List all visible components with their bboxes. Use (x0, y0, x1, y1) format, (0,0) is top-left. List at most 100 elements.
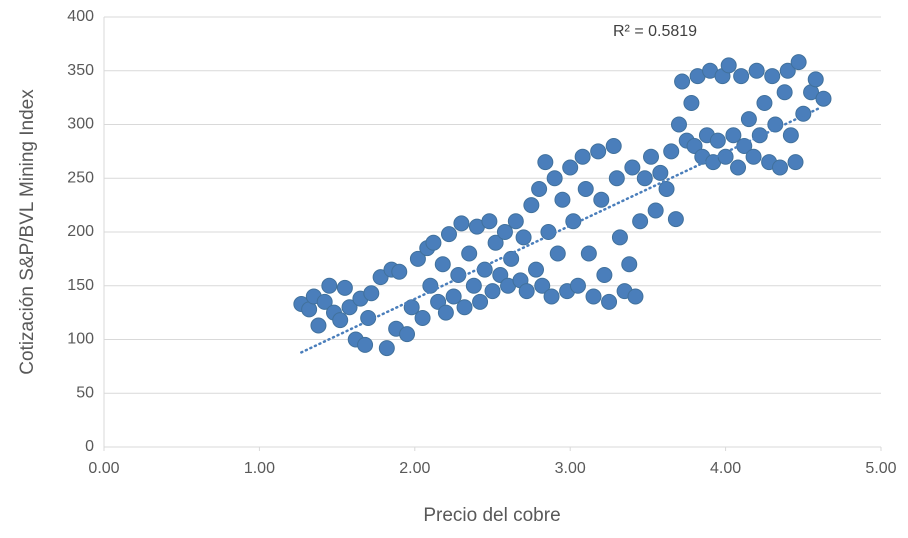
point (720, 57, 737, 74)
point (574, 148, 591, 165)
point (332, 312, 349, 329)
point (771, 159, 788, 176)
x-axis-title: Precio del cobre (423, 505, 560, 526)
point (537, 154, 554, 171)
point (756, 95, 773, 111)
point (608, 170, 625, 187)
point (523, 197, 540, 214)
point (465, 277, 482, 294)
point (611, 229, 628, 246)
point (667, 211, 684, 228)
point (585, 288, 602, 305)
point (341, 299, 358, 316)
point (764, 68, 781, 85)
point (321, 277, 338, 294)
y-tick-label: 0 (85, 438, 94, 455)
point (643, 148, 660, 165)
y-tick-label: 250 (67, 169, 94, 186)
point (549, 245, 566, 262)
y-tick-label: 400 (67, 8, 94, 25)
point (399, 326, 416, 343)
point (569, 277, 586, 294)
point (456, 299, 473, 316)
point (310, 317, 327, 334)
point (496, 224, 513, 240)
point (621, 256, 638, 273)
point (632, 213, 649, 230)
point (430, 293, 447, 310)
x-tick-label: 2.00 (399, 460, 430, 477)
point (409, 250, 426, 267)
point (627, 288, 644, 305)
point (528, 261, 545, 278)
point (492, 267, 509, 283)
point (751, 127, 768, 144)
point (437, 304, 454, 321)
point (422, 277, 439, 294)
point (740, 111, 757, 128)
point (531, 181, 548, 197)
y-tick-label: 50 (76, 384, 94, 401)
point (636, 170, 653, 187)
point (590, 143, 607, 160)
point (745, 148, 762, 165)
y-tick-label: 150 (67, 277, 94, 294)
x-tick-label: 1.00 (244, 460, 275, 477)
point (709, 132, 726, 149)
point (554, 191, 571, 208)
point (658, 181, 675, 197)
y-axis-title: Cotización S&P/BVL Mining Index (17, 89, 38, 375)
point (472, 293, 489, 310)
point (453, 215, 470, 232)
x-tick-label: 0.00 (88, 460, 119, 477)
point (779, 62, 796, 79)
point (601, 293, 618, 310)
point (725, 127, 742, 144)
point (624, 159, 641, 176)
point (580, 245, 597, 262)
y-tick-label: 350 (67, 62, 94, 79)
point (663, 143, 680, 160)
trendline (300, 107, 821, 354)
point (425, 234, 442, 251)
point (647, 202, 664, 219)
point (391, 263, 408, 280)
point (403, 299, 420, 316)
point (807, 71, 824, 88)
point (596, 267, 613, 283)
point (372, 269, 389, 286)
point (484, 283, 501, 300)
point (434, 256, 451, 273)
x-tick-label: 3.00 (555, 460, 586, 477)
point (445, 288, 462, 305)
point (481, 213, 498, 230)
point (593, 191, 610, 208)
point (543, 288, 560, 305)
y-tick-label: 200 (67, 223, 94, 240)
x-tick-label: 5.00 (865, 460, 896, 477)
point (730, 159, 747, 176)
point (357, 336, 374, 353)
point (670, 116, 687, 133)
point (787, 154, 804, 171)
point (733, 68, 750, 85)
point (534, 277, 551, 294)
point (507, 213, 524, 230)
y-tick-label: 300 (67, 116, 94, 133)
point (336, 279, 353, 296)
point (782, 127, 799, 144)
point (540, 224, 557, 240)
point (515, 229, 532, 246)
point (605, 138, 622, 154)
point (674, 73, 691, 90)
point (461, 245, 478, 262)
x-tick-label: 4.00 (710, 460, 741, 477)
point (487, 234, 504, 251)
point (378, 340, 395, 357)
point (363, 285, 380, 302)
point (683, 95, 700, 111)
point (652, 164, 669, 181)
y-tick-label: 100 (67, 331, 94, 348)
r-squared: R² = 0.5819 (613, 23, 697, 40)
